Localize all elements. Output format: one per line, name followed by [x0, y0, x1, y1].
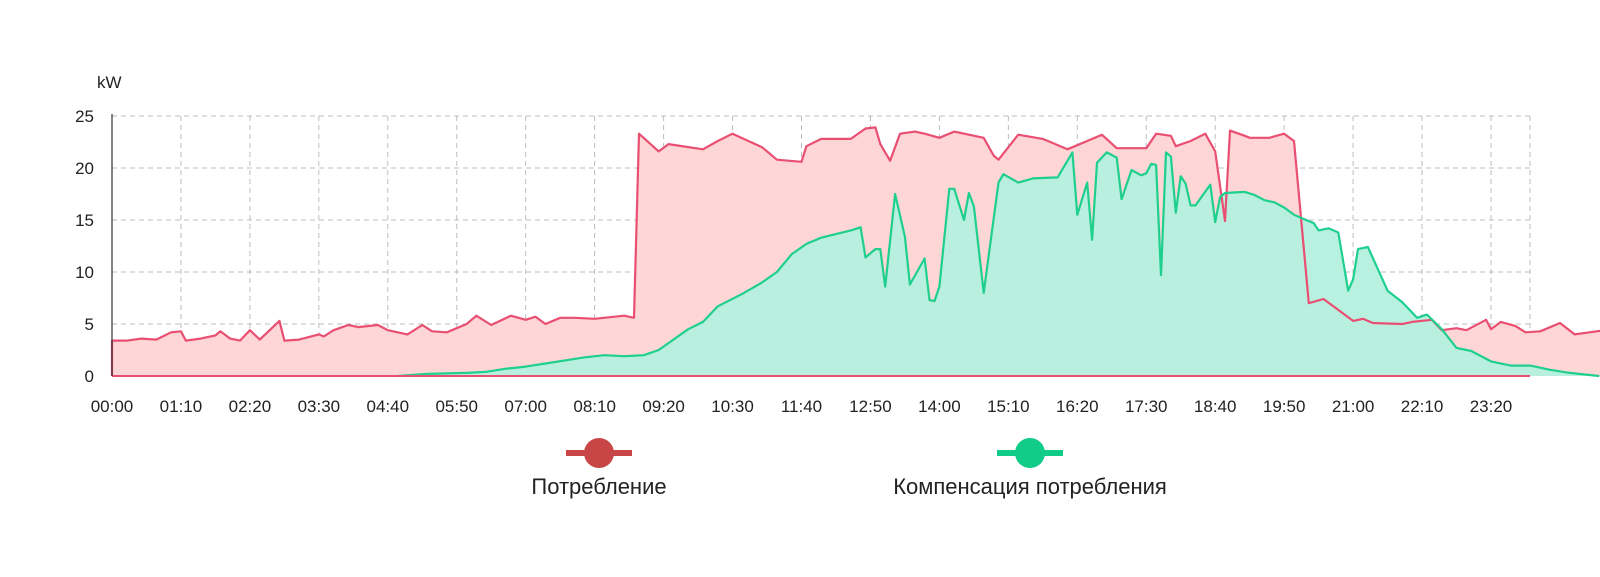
x-tick-label: 19:50 — [1263, 397, 1306, 416]
legend-label-consumption: Потребление — [531, 474, 666, 499]
x-tick-label: 17:30 — [1125, 397, 1168, 416]
x-tick-label: 09:20 — [642, 397, 685, 416]
y-tick-label: 15 — [75, 211, 94, 230]
legend-marker-compensation — [1015, 438, 1045, 468]
x-tick-label: 01:10 — [160, 397, 203, 416]
x-tick-label: 23:20 — [1470, 397, 1513, 416]
x-tick-label: 16:20 — [1056, 397, 1099, 416]
y-tick-label: 5 — [85, 315, 94, 334]
x-tick-label: 15:10 — [987, 397, 1030, 416]
legend-marker-consumption — [584, 438, 614, 468]
series-line-0 — [110, 126, 1600, 376]
x-tick-label: 00:00 — [91, 397, 134, 416]
series-lines — [110, 126, 1600, 378]
legend-item-consumption: Потребление — [531, 438, 667, 499]
x-tick-label: 14:00 — [918, 397, 961, 416]
series-line-1 — [397, 151, 1600, 378]
x-tick-label: 08:10 — [573, 397, 616, 416]
x-tick-label: 05:50 — [435, 397, 478, 416]
legend-item-compensation: Компенсация потребления — [893, 438, 1167, 499]
legend-label-compensation: Компенсация потребления — [893, 474, 1167, 499]
x-axis-ticks: 00:00 01:10 02:20 03:30 04:40 05:50 07:00 08:10… — [91, 397, 1513, 416]
legend: Потребление Компенсация потребления — [531, 438, 1167, 499]
x-tick-label: 10:30 — [711, 397, 754, 416]
x-tick-label: 07:00 — [504, 397, 547, 416]
series-area-1 — [397, 152, 1600, 376]
axes: kW — [97, 73, 122, 376]
y-tick-label: 20 — [75, 159, 94, 178]
x-tick-label: 02:20 — [229, 397, 272, 416]
x-tick-label: 12:50 — [849, 397, 892, 416]
y-tick-label: 25 — [75, 107, 94, 126]
x-tick-label: 03:30 — [298, 397, 341, 416]
y-tick-label: 0 — [85, 367, 94, 386]
x-tick-label: 18:40 — [1194, 397, 1237, 416]
y-axis-ticks: 0 5 10 15 20 25 — [75, 107, 94, 386]
y-axis-unit-label: kW — [97, 73, 122, 92]
series-areas — [112, 127, 1600, 376]
x-tick-label: 22:10 — [1401, 397, 1444, 416]
x-tick-label: 11:40 — [781, 397, 822, 416]
x-tick-label: 21:00 — [1332, 397, 1375, 416]
y-tick-label: 10 — [75, 263, 94, 282]
x-tick-label: 04:40 — [367, 397, 410, 416]
